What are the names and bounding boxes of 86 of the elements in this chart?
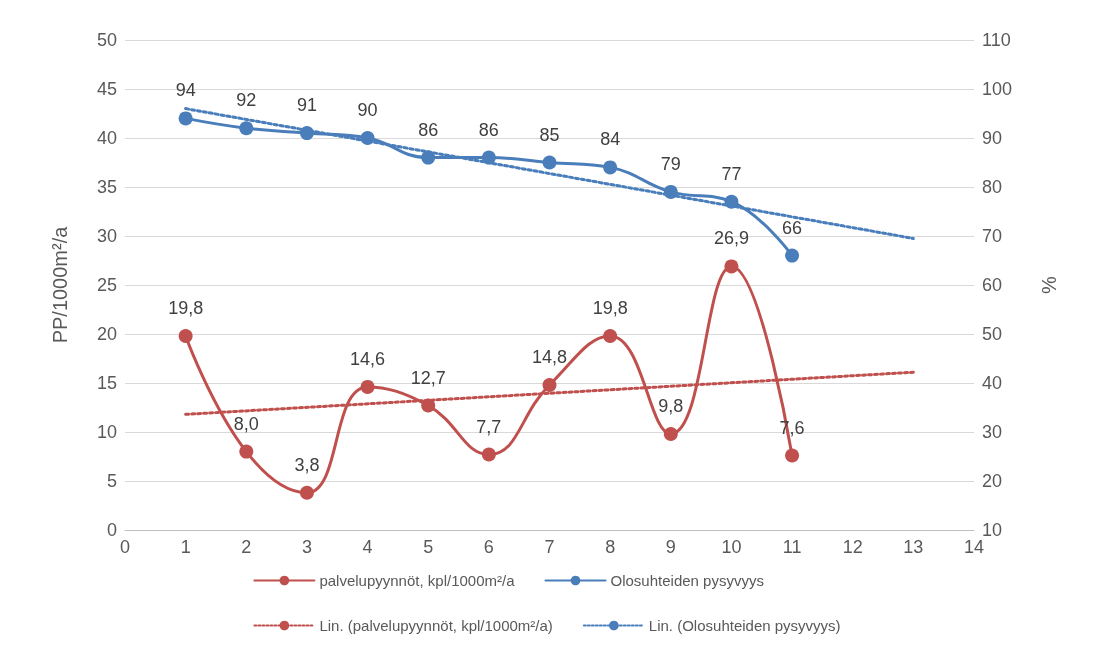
data-label: 91 bbox=[296, 95, 317, 116]
y2-tick-label: 100 bbox=[982, 79, 1013, 99]
data-label: 86 bbox=[418, 119, 439, 140]
point bbox=[724, 259, 739, 274]
point bbox=[603, 160, 618, 175]
y2-tick-label: 10 bbox=[982, 520, 1003, 540]
y-tick-label: 10 bbox=[96, 422, 117, 442]
y2-tick-label: 110 bbox=[982, 30, 1011, 50]
data-label: 14,6 bbox=[350, 348, 386, 369]
point bbox=[360, 131, 375, 145]
point bbox=[299, 126, 314, 141]
x-tick-label: 12 bbox=[842, 537, 863, 557]
point bbox=[663, 184, 678, 199]
data-label: 94 bbox=[175, 80, 196, 101]
y-tick-label: 0 bbox=[106, 520, 117, 540]
y-tick-label: 50 bbox=[96, 30, 117, 50]
y2-tick-label: 50 bbox=[982, 324, 1003, 344]
y-tick-label: 25 bbox=[96, 275, 117, 295]
legend-label: palvelupyynnöt, kpl/1000m²/a bbox=[319, 572, 516, 589]
x-tick-label: 14 bbox=[963, 537, 985, 557]
data-label: 14,8 bbox=[531, 346, 568, 367]
data-label: 84 bbox=[600, 129, 621, 150]
y2-tick-label: 30 bbox=[982, 422, 1003, 442]
y2-axis-title: % bbox=[1038, 275, 1060, 294]
point bbox=[178, 111, 193, 126]
x-tick-label: 0 bbox=[119, 537, 131, 557]
data-label: 12,7 bbox=[410, 367, 446, 388]
y2-tick-label: 20 bbox=[982, 471, 1003, 491]
data-label: 92 bbox=[236, 90, 257, 111]
y2-tick-label: 80 bbox=[982, 177, 1003, 197]
y-tick-label: 20 bbox=[96, 324, 117, 344]
y2-tick-label: 70 bbox=[982, 226, 1003, 246]
point bbox=[724, 194, 739, 209]
x-tick-label: 1 bbox=[180, 537, 191, 557]
data-label: 85 bbox=[539, 124, 560, 145]
legend-label: Lin. (palvelupyynnöt, kpl/1000m²/a) bbox=[319, 617, 553, 634]
data-label: 90 bbox=[357, 100, 378, 120]
x-tick-label: 6 bbox=[483, 537, 494, 557]
data-label: 26,9 bbox=[713, 228, 749, 249]
legend-label: Olosuhteiden pysyvyys bbox=[610, 572, 764, 589]
data-label: 77 bbox=[721, 163, 742, 184]
y-tick-label: 30 bbox=[96, 226, 117, 246]
point bbox=[481, 447, 496, 462]
data-label: 79 bbox=[660, 153, 681, 174]
y2-tick-label: 40 bbox=[982, 373, 1003, 393]
y-tick-label: 40 bbox=[96, 128, 117, 148]
data-label: 86 bbox=[478, 119, 499, 140]
data-label: 66 bbox=[782, 217, 803, 238]
x-tick-label: 11 bbox=[782, 537, 802, 557]
point bbox=[542, 377, 557, 392]
data-label: 7,7 bbox=[476, 416, 502, 437]
point bbox=[239, 444, 254, 459]
data-label: 9,8 bbox=[658, 395, 684, 416]
x-tick-label: 13 bbox=[903, 537, 924, 557]
point bbox=[360, 379, 375, 394]
y2-tick-label: 90 bbox=[982, 128, 1003, 148]
x-tick-label: 9 bbox=[665, 537, 676, 557]
point bbox=[178, 328, 193, 343]
y-tick-label: 5 bbox=[106, 471, 117, 491]
x-tick-label: 10 bbox=[721, 537, 742, 557]
point bbox=[785, 448, 800, 463]
data-label: 19,8 bbox=[592, 297, 628, 318]
legend-label: Lin. (Olosuhteiden pysyvyys) bbox=[648, 617, 841, 634]
point bbox=[421, 150, 436, 165]
x-tick-label: 2 bbox=[241, 537, 252, 557]
y2-tick-label: 60 bbox=[982, 275, 1003, 295]
x-tick-label: 5 bbox=[423, 537, 434, 557]
y-axis-title: PP/1000m²/a bbox=[49, 225, 71, 344]
point bbox=[663, 426, 678, 441]
data-label: 8,0 bbox=[233, 413, 259, 434]
point bbox=[421, 398, 436, 413]
data-label: 19,8 bbox=[168, 297, 204, 318]
y-tick-label: 15 bbox=[96, 373, 117, 393]
y-tick-label: 45 bbox=[96, 79, 117, 99]
data-label: 3,8 bbox=[294, 454, 320, 475]
y-tick-label: 35 bbox=[96, 177, 117, 197]
x-tick-label: 3 bbox=[301, 537, 312, 557]
point bbox=[542, 155, 557, 170]
x-tick-label: 8 bbox=[605, 537, 616, 557]
point bbox=[603, 328, 618, 343]
point bbox=[299, 485, 314, 500]
point bbox=[785, 248, 800, 263]
x-tick-label: 7 bbox=[544, 537, 555, 557]
point bbox=[481, 150, 496, 165]
point bbox=[239, 121, 254, 136]
x-tick-label: 4 bbox=[362, 537, 373, 557]
